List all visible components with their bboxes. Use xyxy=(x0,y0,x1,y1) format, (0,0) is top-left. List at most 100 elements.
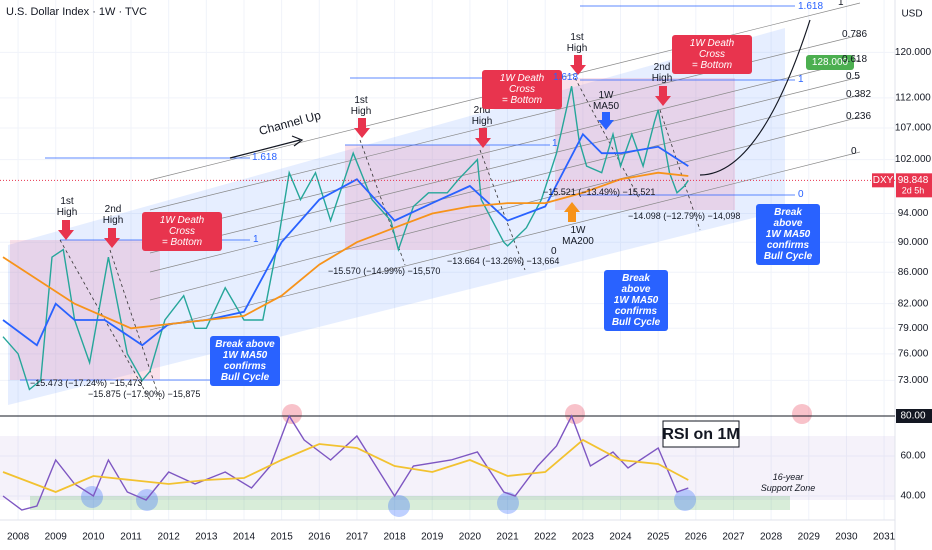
annotation: 0.786 xyxy=(842,29,868,40)
annotation: −15.521 (−13.49%) −15,521 xyxy=(543,187,656,197)
series-line xyxy=(2,132,689,347)
annotation: 1st High xyxy=(56,196,78,218)
symbol-label: DXY xyxy=(873,175,894,186)
y-tick-label: 86.000 xyxy=(898,267,929,278)
annotation: 16-year Support Zone xyxy=(760,472,816,493)
x-tick-label: 2008 xyxy=(7,532,30,543)
annotation: 1 xyxy=(253,234,259,245)
ma50-arrow xyxy=(598,112,614,130)
fib-line xyxy=(149,151,861,331)
high-circle xyxy=(282,404,302,424)
annotation: Break above 1W MA50 confirms Bull Cycle xyxy=(604,270,668,331)
high-circle xyxy=(565,404,585,424)
series-line xyxy=(2,438,689,493)
fib-line xyxy=(149,76,861,254)
annotation: 1 xyxy=(838,0,844,8)
fib-line xyxy=(149,94,861,273)
chart-title: U.S. Dollar Index · 1W · TVC xyxy=(6,6,147,18)
annotation: 128.000 xyxy=(806,55,854,70)
x-tick-label: 2015 xyxy=(271,532,294,543)
arrow xyxy=(104,228,120,248)
annotation: 1 xyxy=(552,138,558,149)
annotation: 0.618 xyxy=(842,54,868,65)
annotation: −15.473 (−17.24%) −15,473 xyxy=(30,378,143,388)
price-label: 98.848 xyxy=(898,175,929,186)
ma200-arrow xyxy=(564,202,580,222)
price-box xyxy=(896,173,932,198)
currency: USD xyxy=(901,9,922,20)
x-tick-label: 2026 xyxy=(685,532,708,543)
symbol-box xyxy=(872,173,894,188)
y-tick-label: 60.00 xyxy=(900,451,925,462)
annotation: 0.236 xyxy=(846,111,872,122)
x-tick-label: 2013 xyxy=(195,532,218,543)
rsi-title: RSI on 1M xyxy=(662,426,739,443)
x-tick-label: 2028 xyxy=(760,532,783,543)
ma-label: 1W MA200 xyxy=(562,225,594,247)
x-tick-label: 2027 xyxy=(722,532,745,543)
low-circle xyxy=(674,489,696,511)
x-tick-label: 2020 xyxy=(459,532,482,543)
low-circle xyxy=(136,489,158,511)
fib-lines xyxy=(149,2,861,331)
x-tick-label: 2017 xyxy=(346,532,369,543)
x-tick-label: 2010 xyxy=(82,532,105,543)
arrow xyxy=(58,220,74,240)
annotation: 0 xyxy=(798,189,804,200)
x-tick-label: 2012 xyxy=(158,532,181,543)
countdown: 2d 5h xyxy=(902,186,925,196)
annotation: 1W Death Cross = Bottom xyxy=(672,35,752,74)
annotation: 1W Death Cross = Bottom xyxy=(142,212,222,251)
channel-arrow xyxy=(229,135,304,159)
x-tick-label: 2029 xyxy=(798,532,821,543)
y-tick-label: 79.000 xyxy=(898,323,929,334)
channel xyxy=(8,28,785,405)
y-tick-label: 73.000 xyxy=(898,375,929,386)
annotation: Break above 1W MA50 confirms Bull Cycle xyxy=(756,204,820,265)
rsi-title-box xyxy=(662,420,740,448)
arrow xyxy=(475,128,491,148)
x-tick-label: 2030 xyxy=(835,532,858,543)
low-circle xyxy=(497,492,519,514)
high-arrows xyxy=(58,55,671,248)
x-tick-label: 2018 xyxy=(383,532,406,543)
arrow xyxy=(570,55,586,75)
arrow xyxy=(655,86,671,106)
annotation: −15.875 (−17.90%) −15,875 xyxy=(88,389,201,399)
y-tick-label: 120.000 xyxy=(895,47,932,58)
low-circle xyxy=(81,486,103,508)
pink-zone xyxy=(345,145,490,250)
annotation: 1W Death Cross = Bottom xyxy=(482,70,562,109)
series-line xyxy=(2,171,689,330)
x-tick-label: 2011 xyxy=(120,532,142,543)
annotation: 1.618 xyxy=(798,1,824,12)
x-tick-label: 2021 xyxy=(496,532,519,543)
x-tick-label: 2025 xyxy=(647,532,670,543)
x-tick-label: 2014 xyxy=(233,532,256,543)
annotation: 2nd High xyxy=(471,105,493,127)
annotation: 2nd High xyxy=(651,62,673,84)
x-tick-label: 2009 xyxy=(45,532,68,543)
annotation: 1.618 xyxy=(252,152,278,163)
x-tick-label: 2019 xyxy=(421,532,444,543)
x-tick-label: 2031 xyxy=(873,532,896,543)
annotation: 2nd High xyxy=(102,204,124,226)
ma-label: 1W MA50 xyxy=(592,90,620,112)
annotation: −13.664 (−13.26%) −13,664 xyxy=(447,256,560,266)
annotation: −15.570 (−14.99%) −15,570 xyxy=(328,266,441,276)
annotation: 0.5 xyxy=(846,71,860,82)
y-tick-label: 107.000 xyxy=(895,123,932,134)
arrow xyxy=(354,118,370,138)
dashed-line xyxy=(109,249,161,401)
pink-zone xyxy=(10,240,160,380)
annotation: 0 xyxy=(551,246,557,257)
y-tick-label: 102.000 xyxy=(895,154,932,165)
annotation: 1st High xyxy=(566,32,588,54)
projection-arrow xyxy=(699,19,811,176)
x-tick-label: 2016 xyxy=(308,532,331,543)
rsi-circles xyxy=(81,404,812,517)
x-tick-label: 2023 xyxy=(572,532,595,543)
annotation: 1st High xyxy=(350,95,372,117)
